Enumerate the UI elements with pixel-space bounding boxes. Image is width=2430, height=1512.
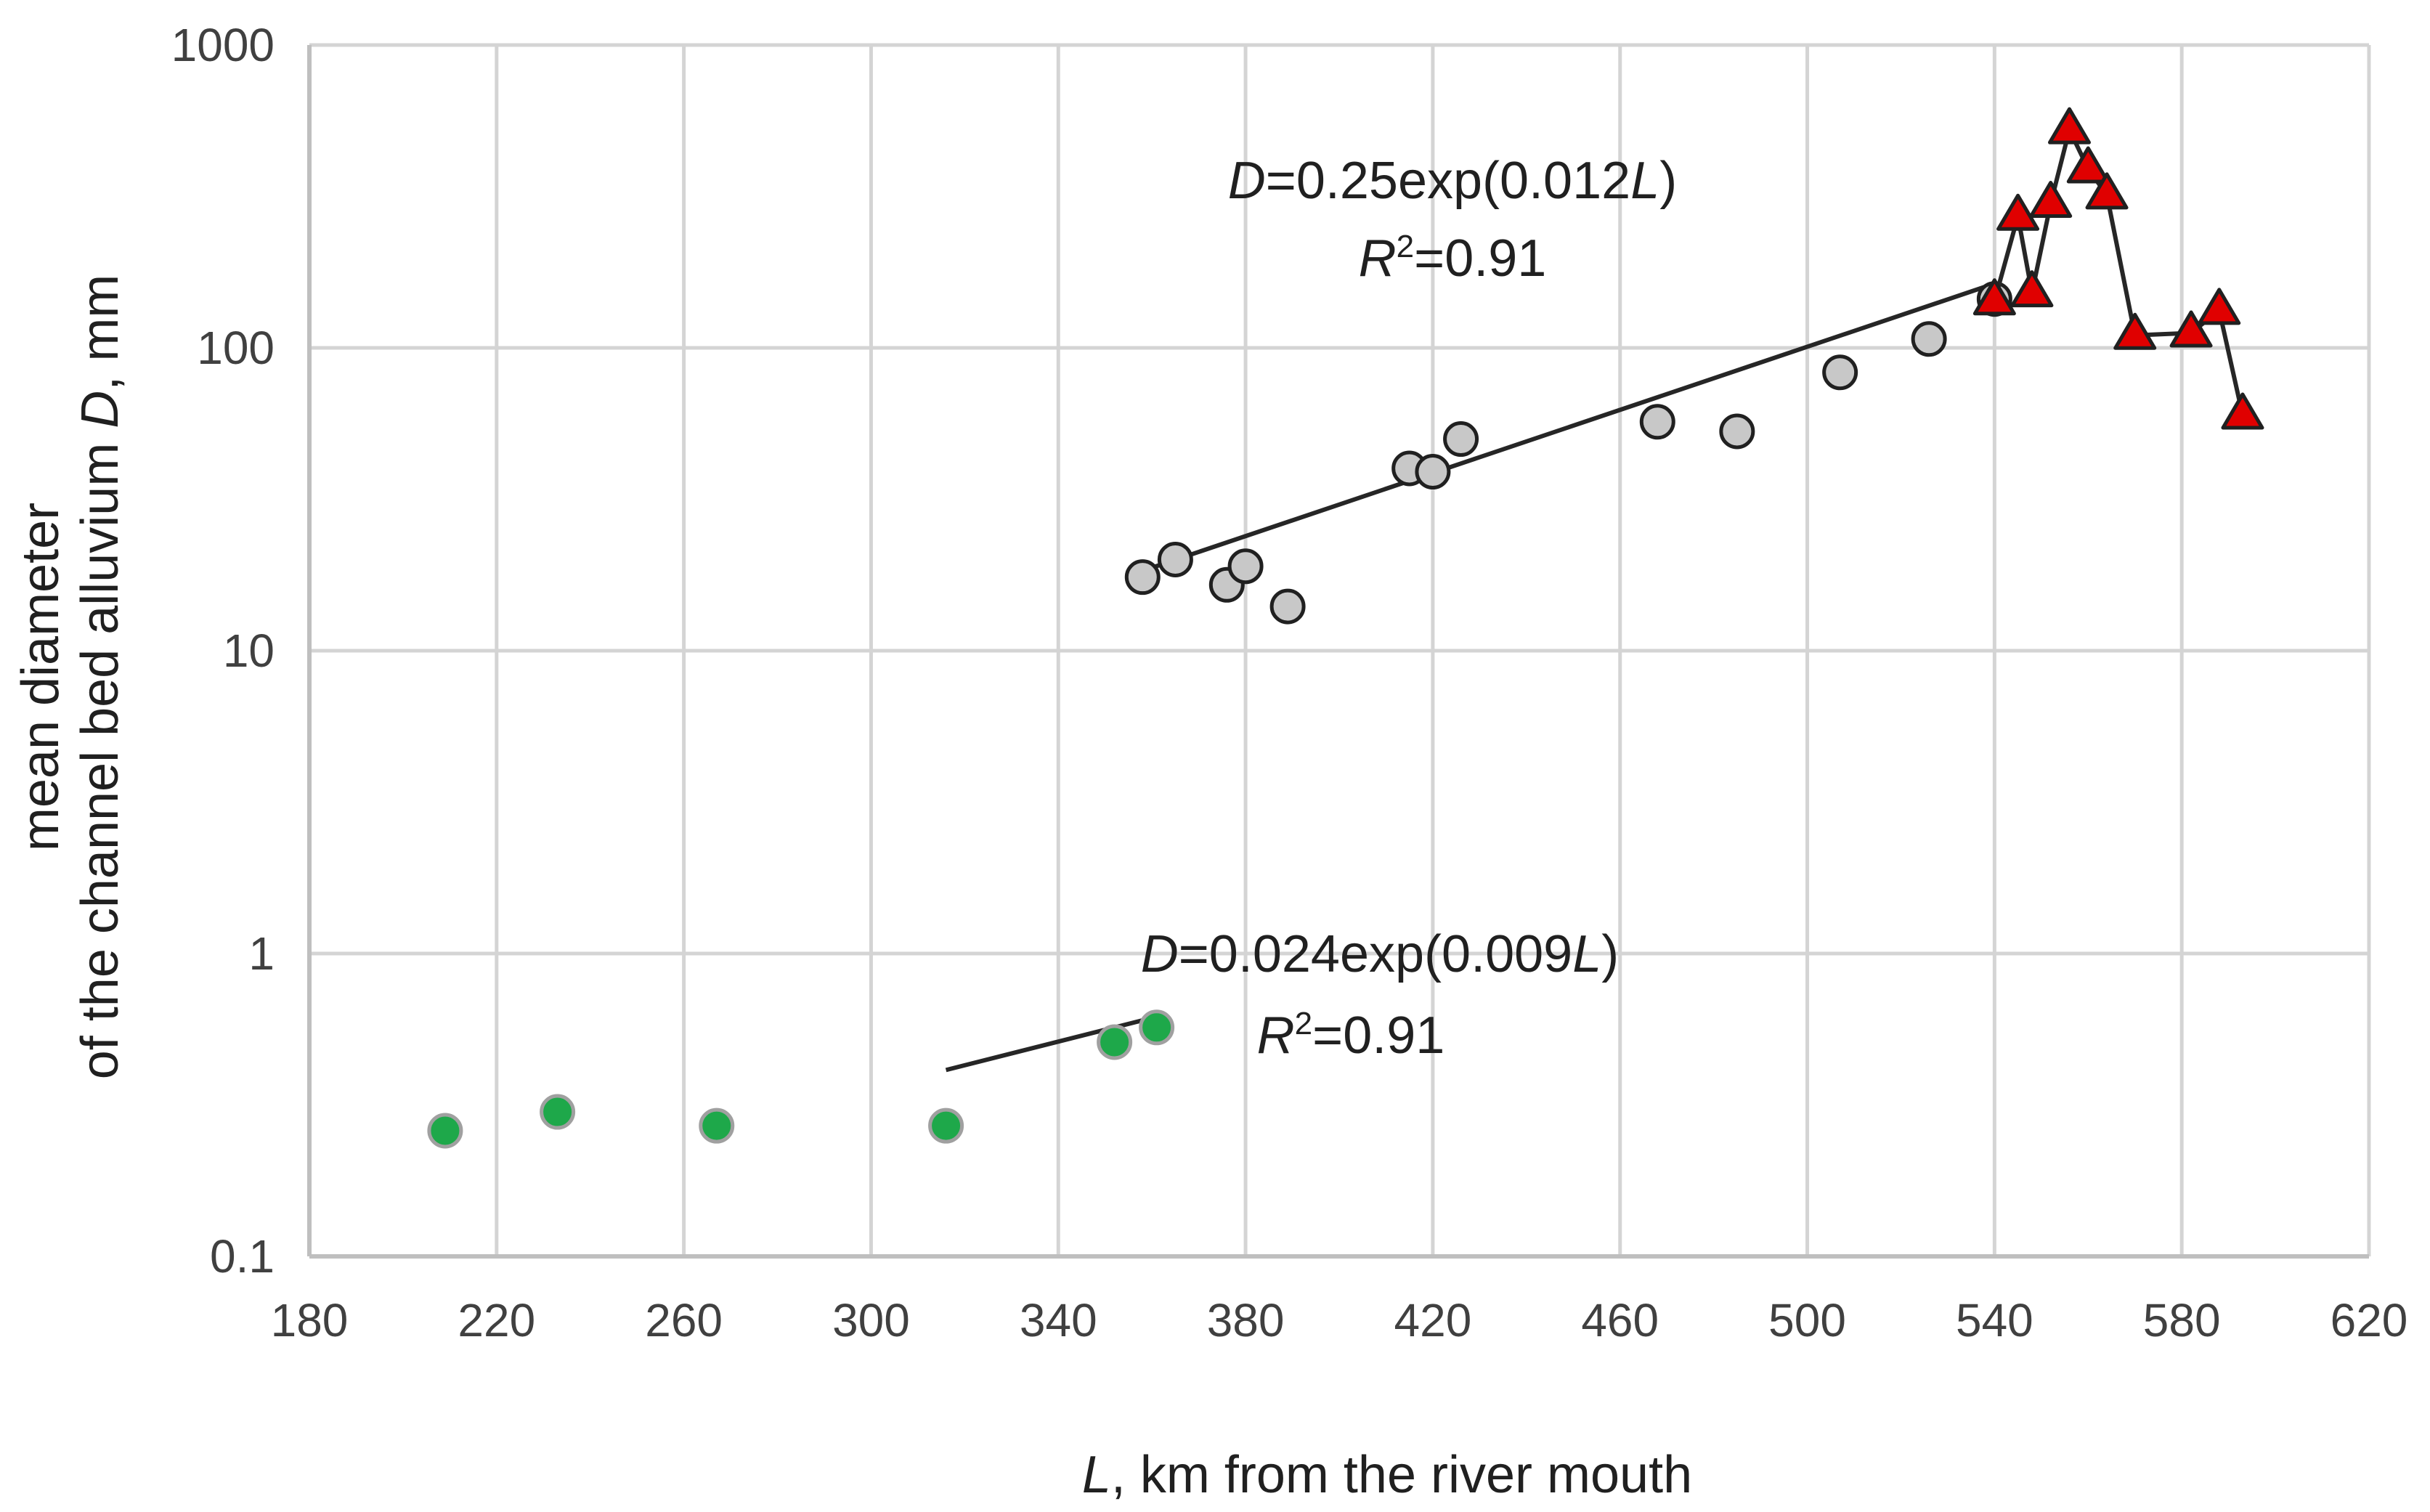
y-tick-label: 1 [248, 927, 275, 980]
x-tick-label: 260 [645, 1294, 723, 1346]
data-point-triangle [2169, 310, 2213, 348]
fit-r2-lower: R2=0.91 [1257, 1006, 1445, 1065]
x-tick-label: 340 [1020, 1294, 1097, 1346]
data-point-circle [699, 1107, 735, 1144]
x-tick-label: 540 [1956, 1294, 2033, 1346]
data-point-triangle [2113, 312, 2157, 350]
data-point-triangle [2085, 172, 2129, 210]
x-tick-label: 500 [1768, 1294, 1846, 1346]
data-point-circle [1139, 1009, 1175, 1046]
x-tick-label: 420 [1394, 1294, 1472, 1346]
data-point-circle [1157, 541, 1193, 577]
x-tick-label: 180 [271, 1294, 349, 1346]
data-point-circle [928, 1107, 964, 1144]
x-axis-title: L, km from the river mouth [1082, 1446, 1692, 1504]
data-point-circle [1719, 413, 1755, 450]
y-axis-title-line1: mean diameter [12, 503, 70, 851]
data-point-circle [1269, 588, 1306, 625]
data-point-circle [1124, 559, 1161, 596]
tick-labels: 180 220 260 300 340 380 420 460 500 540 580 620 0.1 1… [171, 19, 2408, 1346]
fit-equation-upper: D=0.25exp(0.012L) [1228, 152, 1677, 210]
fit-line [945, 1015, 1158, 1073]
y-axis-title-line2: of the channel bed alluvium D, mm [71, 275, 129, 1080]
fit-line [1132, 281, 1996, 577]
x-tick-label: 580 [2143, 1294, 2221, 1346]
data-point-triangle [1996, 193, 2040, 231]
data-point-circle [1443, 421, 1479, 458]
x-tick-label: 620 [2331, 1294, 2408, 1346]
x-tick-label: 380 [1207, 1294, 1285, 1346]
x-tick-label: 220 [458, 1294, 535, 1346]
y-tick-label: 1000 [171, 19, 275, 71]
data-point-circle [427, 1113, 463, 1149]
axes [307, 45, 2369, 1259]
y-tick-label: 10 [223, 625, 275, 677]
data-point-circle [1822, 354, 1858, 391]
fit-equation-lower: D=0.024exp(0.009L) [1141, 925, 1620, 983]
fit-r2-upper: R2=0.91 [1359, 229, 1547, 288]
series-layer [427, 107, 2264, 1149]
data-point-triangle [2029, 181, 2073, 219]
x-tick-label: 460 [1581, 1294, 1659, 1346]
data-point-circle [1097, 1024, 1133, 1060]
y-axis-title: mean diameter of the channel bed alluviu… [12, 275, 129, 1080]
y-tick-label: 100 [197, 322, 275, 374]
data-point-circle [1911, 321, 1947, 357]
data-point-circle [1227, 548, 1264, 585]
data-point-triangle [2010, 270, 2054, 308]
data-point-triangle [1972, 278, 2016, 316]
data-point-circle [540, 1094, 576, 1130]
data-point-triangle [2047, 107, 2091, 145]
grid [307, 43, 2371, 1259]
data-point-triangle [2221, 392, 2264, 430]
data-point-triangle [2066, 146, 2110, 184]
data-point-circle [1639, 404, 1675, 440]
fit-lines [945, 281, 1996, 1073]
data-point-circle [1415, 454, 1451, 490]
data-point-triangle [2198, 288, 2241, 325]
x-tick-label: 300 [832, 1294, 910, 1346]
y-tick-label: 0.1 [210, 1230, 275, 1283]
